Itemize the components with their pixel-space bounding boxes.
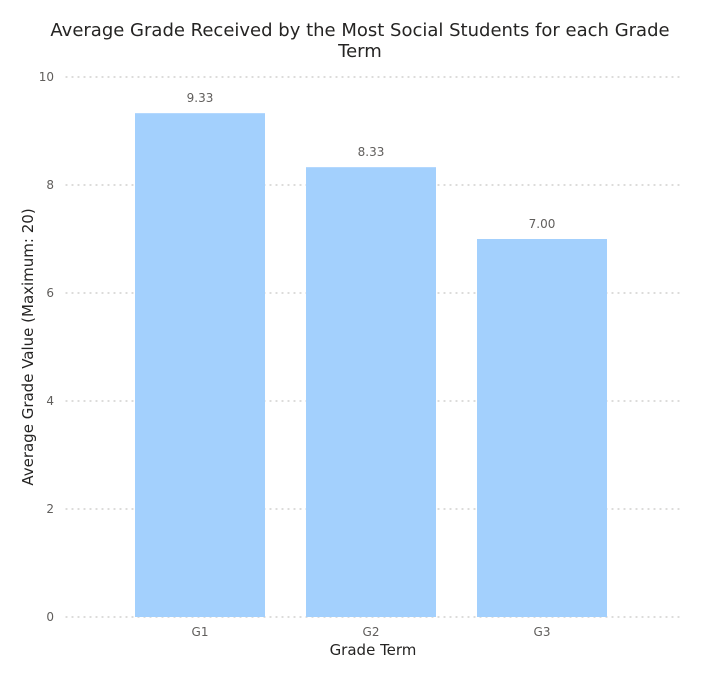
y-axis-title: Average Grade Value (Maximum: 20) (19, 208, 37, 485)
x-axis-title: Grade Term (330, 641, 417, 659)
data-label-G1: 9.33 (187, 91, 214, 105)
chart-title: Average Grade Received by the Most Socia… (0, 20, 720, 62)
y-tick-label: 4 (46, 394, 54, 408)
bar-G3[interactable] (477, 239, 607, 617)
bar-G2[interactable] (306, 167, 436, 617)
y-tick-label: 10 (39, 70, 54, 84)
data-label-G3: 7.00 (529, 217, 556, 231)
x-tick-label-G1: G1 (192, 625, 209, 639)
y-tick-label: 0 (46, 610, 54, 624)
data-labels: 9.33 8.33 7.00 (187, 91, 556, 231)
chart-title-line-1: Average Grade Received by the Most Socia… (50, 20, 670, 41)
x-tick-label-G2: G2 (363, 625, 380, 639)
y-axis-ticks: 0 2 4 6 8 10 (39, 70, 54, 624)
bars (135, 113, 607, 618)
x-tick-label-G3: G3 (534, 625, 551, 639)
y-tick-label: 2 (46, 502, 54, 516)
x-axis-ticks: G1 G2 G3 (192, 625, 551, 639)
bar-G1[interactable] (135, 113, 265, 618)
chart-title-line-2: Term (338, 41, 382, 62)
y-tick-label: 8 (46, 178, 54, 192)
data-label-G2: 8.33 (358, 145, 385, 159)
y-tick-label: 6 (46, 286, 54, 300)
